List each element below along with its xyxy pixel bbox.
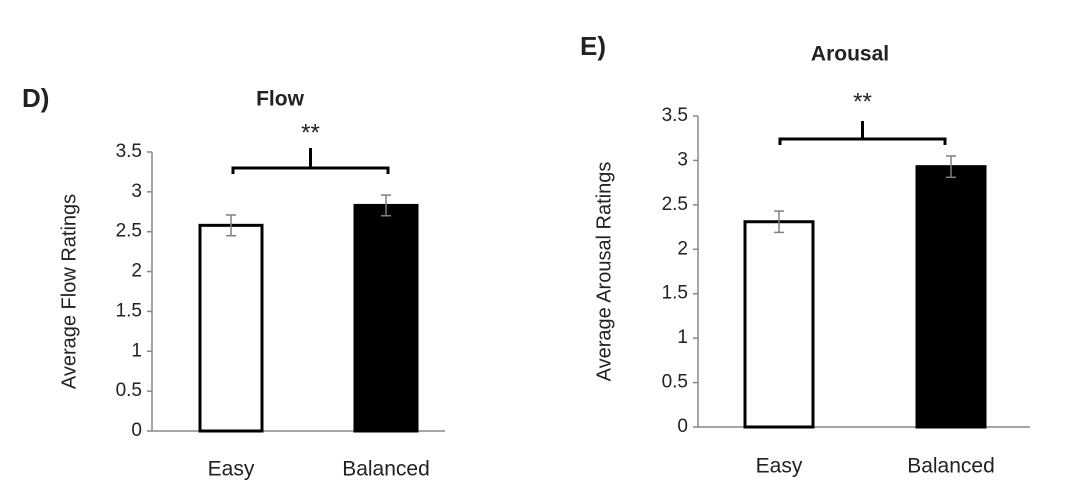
chart-title: Arousal [811, 43, 889, 66]
chart-title: Flow [256, 88, 304, 111]
panel-label: E) [580, 31, 606, 61]
y-tick-label: 1.5 [116, 300, 142, 321]
panel-label: D) [22, 83, 49, 113]
bar [198, 223, 264, 433]
y-tick-label: 0 [677, 416, 688, 437]
y-tick-label: 3.5 [116, 141, 142, 162]
x-tick-label: Balanced [907, 455, 995, 478]
x-tick-label: Easy [208, 458, 255, 481]
significance-bracket [778, 121, 947, 145]
y-tick-label: 0.5 [662, 372, 688, 393]
significance-label: ** [853, 88, 872, 115]
x-tick-label: Balanced [342, 458, 430, 481]
y-tick-label: 2 [131, 261, 142, 282]
y-tick-label: 0 [131, 420, 142, 441]
significance-label: ** [301, 119, 320, 146]
y-tick-label: 3 [677, 149, 688, 170]
bar [915, 165, 987, 429]
y-tick-label: 3 [131, 181, 142, 202]
bar [353, 203, 419, 433]
y-tick-label: 1 [131, 340, 142, 361]
y-axis-label: Average Arousal Ratings [593, 162, 615, 382]
y-tick-label: 2.5 [116, 221, 142, 242]
x-tick-label: Easy [756, 455, 803, 478]
y-tick-label: 2 [677, 238, 688, 259]
y-tick-label: 1 [677, 327, 688, 348]
y-tick-label: 3.5 [662, 105, 688, 126]
y-axis-label: Average Flow Ratings [58, 194, 80, 389]
significance-bracket [231, 148, 390, 174]
y-tick-label: 2.5 [662, 194, 688, 215]
bar [743, 220, 815, 429]
y-tick-label: 0.5 [116, 380, 142, 401]
y-tick-label: 1.5 [662, 283, 688, 304]
